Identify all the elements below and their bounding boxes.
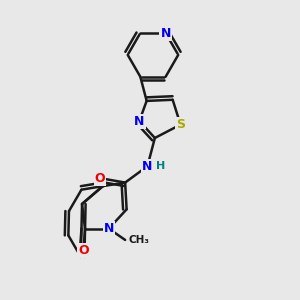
Text: N: N	[134, 115, 145, 128]
Text: N: N	[160, 26, 171, 40]
Text: S: S	[176, 118, 185, 131]
Text: O: O	[78, 244, 89, 257]
Text: N: N	[142, 160, 153, 173]
Text: O: O	[94, 172, 105, 184]
Text: N: N	[103, 222, 114, 235]
Text: H: H	[156, 161, 165, 171]
Text: CH₃: CH₃	[128, 235, 149, 245]
